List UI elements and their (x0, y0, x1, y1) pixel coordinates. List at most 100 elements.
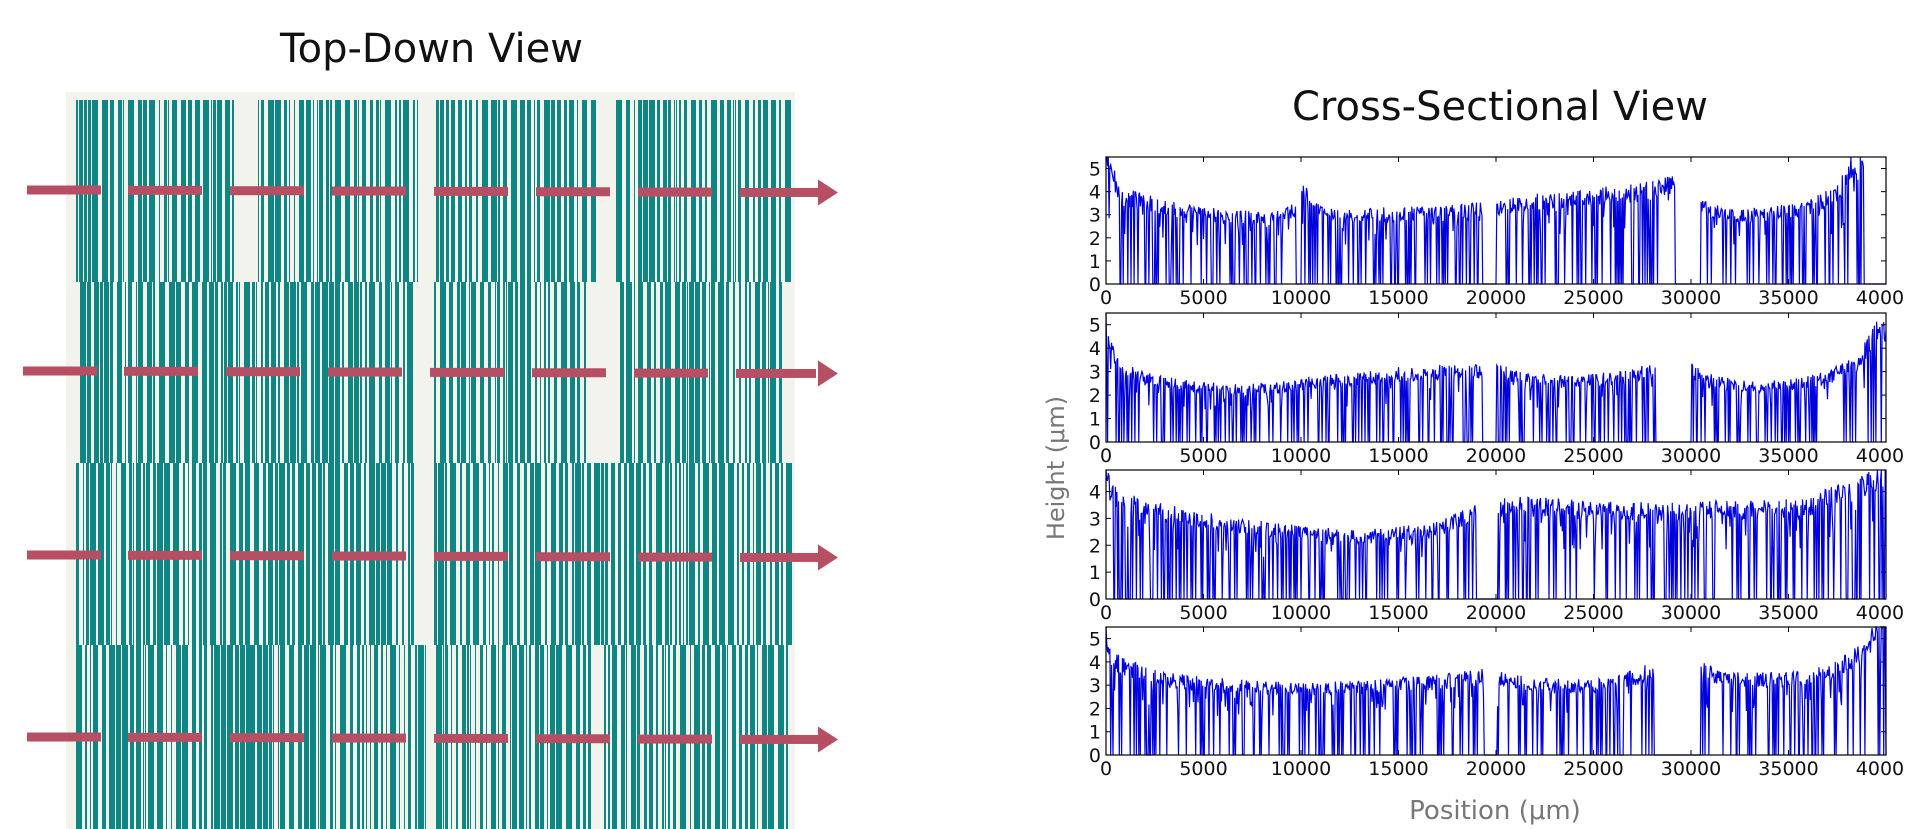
stripe (517, 463, 520, 645)
stripe (203, 463, 207, 645)
stripe (425, 645, 426, 829)
y-axis-title: Height (μm) (1042, 396, 1070, 540)
stripe (726, 282, 729, 463)
scan-dash (536, 187, 610, 197)
stripe (527, 282, 531, 463)
profile-panel-2: 0 5000 10000 15000 20000 25000 30000 35000 4000 0… (1089, 312, 1905, 467)
stripe (712, 463, 717, 645)
stripe (220, 463, 222, 645)
plot-frame (1105, 156, 1887, 285)
x-tick-label: 15000 (1368, 445, 1428, 467)
plot-frame (1105, 312, 1887, 443)
stripe (319, 100, 323, 282)
x-tick-label: 10000 (1271, 758, 1331, 780)
scan-arrow-head (818, 360, 838, 387)
stripe (102, 645, 106, 829)
scan-dash (536, 734, 610, 744)
stripe (116, 645, 121, 829)
stripe (304, 645, 309, 829)
scan-dash (27, 732, 101, 742)
stripe (109, 645, 115, 829)
x-tick-label: 15000 (1368, 758, 1428, 780)
y-tick-label: 2 (1089, 385, 1101, 407)
top-down-view-image (23, 92, 838, 829)
stripe (510, 645, 511, 829)
scan-dash (332, 733, 406, 743)
stripe (520, 282, 525, 463)
stripe (722, 645, 726, 829)
scan-dash (638, 734, 712, 744)
scan-dash (634, 368, 708, 378)
scan-dash (740, 187, 820, 197)
y-tick-label: 5 (1089, 629, 1101, 651)
y-tick-label: 2 (1089, 228, 1101, 250)
stripe (738, 100, 741, 282)
x-tick-label: 25000 (1563, 445, 1623, 467)
stripe (306, 463, 310, 645)
stripe (735, 100, 736, 282)
x-tick-label: 10000 (1271, 445, 1331, 467)
x-tick-label: 5000 (1179, 445, 1227, 467)
scan-dash (328, 367, 402, 377)
y-tick-label: 1 (1089, 251, 1101, 273)
y-tick-label: 4 (1089, 182, 1101, 204)
stripe (301, 282, 307, 463)
stripe (403, 282, 405, 463)
x-tick-label: 15000 (1368, 287, 1428, 309)
y-tick-label: 0 (1089, 432, 1101, 454)
stripe (530, 463, 534, 645)
stripe (223, 463, 226, 645)
stripe (733, 100, 734, 282)
x-tick-label: 35000 (1758, 602, 1818, 624)
profile-panels: 0 5000 10000 15000 20000 25000 30000 35000 4000 0… (1089, 156, 1905, 780)
stripe (715, 645, 720, 829)
scan-dash (740, 734, 820, 744)
stripe (629, 463, 634, 645)
stripe (116, 463, 117, 645)
scan-dash (532, 368, 606, 378)
stripe (519, 645, 524, 829)
stripe (727, 645, 728, 829)
stripe (511, 100, 517, 282)
stripe (711, 282, 715, 463)
scan-line (27, 726, 838, 753)
x-tick-label: 25000 (1563, 602, 1623, 624)
stripe (624, 463, 627, 645)
scan-dash (230, 186, 304, 196)
height-profile-line (1105, 625, 1887, 756)
scan-dash (128, 185, 202, 195)
y-tick-label: 4 (1089, 338, 1101, 360)
stripe (100, 282, 103, 463)
stripe (620, 282, 624, 463)
x-tick-label: 0 (1100, 445, 1112, 467)
plot-frame (1105, 626, 1887, 756)
stripe (121, 463, 126, 645)
scan-dash (226, 367, 300, 377)
stripe (515, 282, 518, 463)
scan-line (27, 544, 838, 571)
scan-dash (27, 185, 101, 195)
scan-dash (128, 550, 202, 560)
stripe (202, 282, 207, 463)
y-tick-label: 3 (1089, 675, 1101, 697)
stripe (612, 645, 617, 829)
y-tick-label: 1 (1089, 722, 1101, 744)
scan-dash (128, 732, 202, 742)
stripe (631, 645, 636, 829)
stripe (225, 100, 230, 282)
profile-panel-4: 0 5000 10000 15000 20000 25000 30000 35000 4000 0… (1089, 625, 1905, 780)
x-tick-label: 0 (1100, 758, 1112, 780)
stripe (711, 100, 717, 282)
x-tick-label: 35000 (1758, 445, 1818, 467)
stripe (118, 100, 122, 282)
stripe (719, 463, 725, 645)
scan-dash (638, 187, 712, 197)
stripe (322, 282, 328, 463)
stripe (213, 100, 216, 282)
stripe (524, 463, 527, 645)
x-tick-label: 25000 (1563, 287, 1623, 309)
